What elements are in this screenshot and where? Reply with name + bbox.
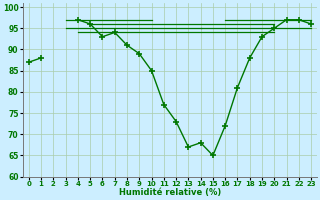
X-axis label: Humidité relative (%): Humidité relative (%) [119,188,221,197]
